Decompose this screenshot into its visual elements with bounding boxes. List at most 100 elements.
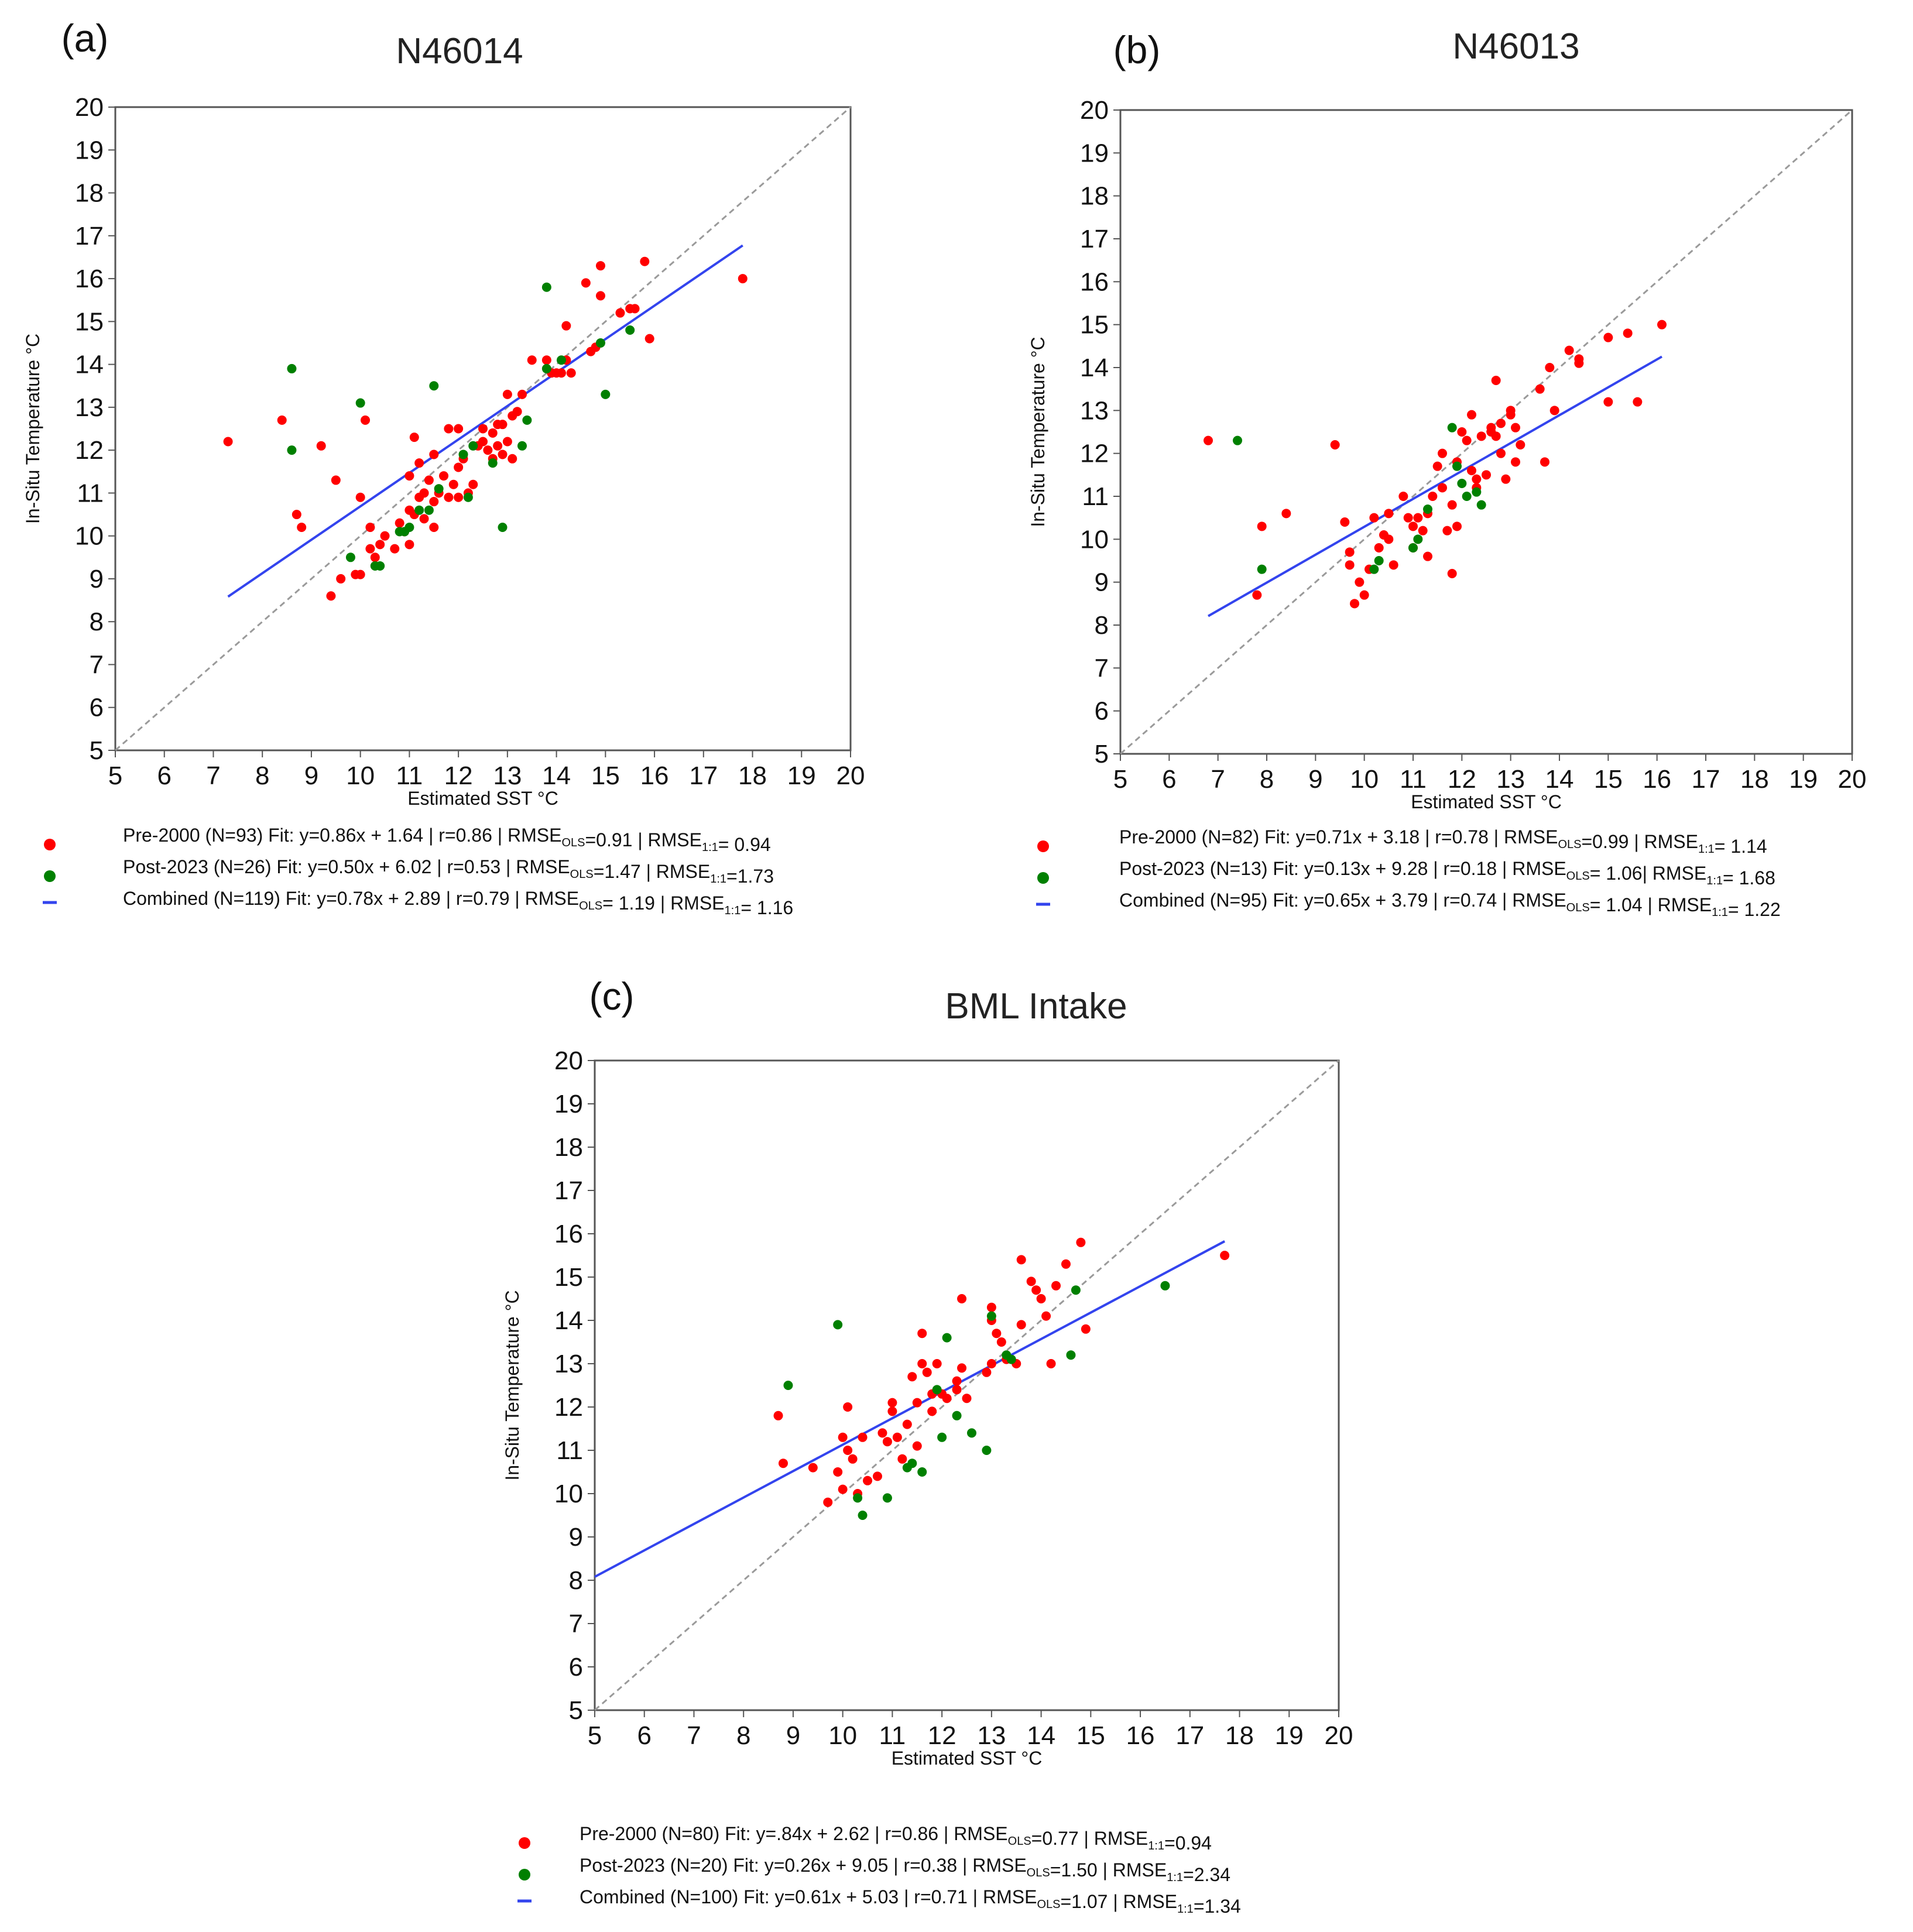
data-point xyxy=(1603,397,1613,407)
x-tick-label: 18 xyxy=(738,761,767,790)
data-point xyxy=(897,1454,907,1464)
data-point xyxy=(996,1337,1006,1347)
data-point xyxy=(858,1511,868,1520)
legend-end: = 1.68 xyxy=(1723,867,1775,888)
x-tick-label: 9 xyxy=(786,1721,800,1750)
y-tick-label: 14 xyxy=(75,351,104,379)
legend-mid: =0.77 | RMSE xyxy=(1031,1828,1149,1849)
data-point xyxy=(986,1302,996,1312)
y-tick-label: 19 xyxy=(554,1090,583,1118)
data-point xyxy=(498,523,508,533)
data-point xyxy=(1233,435,1242,445)
x-tick-label: 16 xyxy=(1643,765,1671,794)
legend-sub2: 1:1 xyxy=(1148,1840,1164,1852)
data-point xyxy=(1257,564,1267,574)
y-tick-label: 12 xyxy=(1080,440,1109,468)
data-point xyxy=(595,291,605,301)
data-point xyxy=(345,553,355,562)
data-point xyxy=(912,1441,922,1451)
legend-marker xyxy=(44,839,56,850)
x-tick-label: 12 xyxy=(928,1721,956,1750)
legend-end: = 1.14 xyxy=(1715,836,1767,857)
data-point xyxy=(292,510,301,520)
legend-entry: Post-2023 (N=20) Fit: y=0.26x + 9.05 | r… xyxy=(580,1855,1230,1885)
data-point xyxy=(952,1411,962,1420)
y-tick-label: 17 xyxy=(554,1176,583,1205)
data-point xyxy=(502,437,512,447)
data-point xyxy=(517,389,527,399)
data-point xyxy=(488,458,498,468)
data-point xyxy=(1384,509,1394,519)
legend-sub1: OLS xyxy=(1037,1898,1060,1911)
y-tick-label: 9 xyxy=(569,1523,583,1552)
data-point xyxy=(1374,556,1384,565)
data-point xyxy=(502,389,512,399)
data-point xyxy=(287,445,297,455)
y-tick-label: 15 xyxy=(75,307,104,336)
data-point xyxy=(907,1459,917,1468)
legend-label: Combined (N=95) Fit: y=0.65x + 3.79 | r=… xyxy=(1119,890,1566,911)
data-point xyxy=(808,1463,818,1473)
data-point xyxy=(1041,1311,1051,1321)
data-point xyxy=(1496,418,1506,428)
data-point xyxy=(595,338,605,348)
data-point xyxy=(823,1497,833,1507)
y-tick-label: 13 xyxy=(1080,396,1109,425)
data-point xyxy=(877,1428,887,1438)
x-tick-label: 14 xyxy=(1027,1721,1055,1750)
data-point xyxy=(488,428,498,438)
data-point xyxy=(644,334,654,344)
legend-label: Pre-2000 (N=80) Fit: y=.84x + 2.62 | r=0… xyxy=(580,1823,1008,1844)
combined-fit-line xyxy=(227,244,743,598)
data-point xyxy=(952,1385,962,1395)
data-point xyxy=(1535,384,1545,394)
legend-end: = 0.94 xyxy=(718,834,771,855)
data-point xyxy=(738,274,748,284)
x-tick-label: 7 xyxy=(206,761,220,790)
data-point xyxy=(848,1454,858,1464)
y-tick-label: 15 xyxy=(1080,311,1109,339)
legend-mid: = 1.04 | RMSE xyxy=(1590,894,1712,915)
data-point xyxy=(1516,440,1525,449)
data-point xyxy=(1462,435,1472,445)
y-tick-label: 10 xyxy=(554,1480,583,1508)
legend-marker xyxy=(44,870,56,882)
data-point xyxy=(778,1459,788,1468)
data-point xyxy=(1623,328,1633,338)
legend-marker xyxy=(1037,872,1049,884)
legend-end: = 1.16 xyxy=(740,897,793,918)
data-point xyxy=(1359,590,1369,600)
x-tick-label: 17 xyxy=(689,761,718,790)
data-point xyxy=(1076,1237,1086,1247)
legend-sub2: 1:1 xyxy=(702,841,718,854)
y-tick-label: 14 xyxy=(554,1306,583,1335)
x-tick-label: 14 xyxy=(1545,765,1574,794)
legend-mid: =1.50 | RMSE xyxy=(1050,1859,1167,1880)
y-tick-label: 13 xyxy=(75,393,104,422)
y-tick-label: 16 xyxy=(554,1220,583,1248)
data-point xyxy=(882,1437,892,1447)
chart-title: N46013 xyxy=(1452,26,1579,67)
one-to-one-line xyxy=(1120,109,1853,755)
data-point xyxy=(1418,526,1428,536)
y-tick-label: 12 xyxy=(554,1393,583,1422)
y-tick-label: 17 xyxy=(1080,225,1109,253)
panel-letter: (c) xyxy=(589,974,635,1018)
data-point xyxy=(942,1394,952,1403)
x-axis-label: Estimated SST °C xyxy=(407,788,558,809)
legend-sub2: 1:1 xyxy=(1698,843,1715,856)
data-point xyxy=(1340,517,1350,527)
y-tick-label: 8 xyxy=(90,608,104,636)
data-point xyxy=(992,1329,1002,1339)
legend-entry: Combined (N=100) Fit: y=0.61x + 5.03 | r… xyxy=(580,1886,1241,1917)
legend-sub2: 1:1 xyxy=(1177,1903,1194,1916)
x-tick-label: 13 xyxy=(1496,765,1525,794)
y-tick-label: 18 xyxy=(75,179,104,208)
data-point xyxy=(429,381,439,391)
y-tick-label: 7 xyxy=(569,1610,583,1638)
series-post-2023 xyxy=(1233,423,1486,574)
x-tick-label: 12 xyxy=(444,761,473,790)
y-tick-label: 7 xyxy=(90,650,104,679)
data-point xyxy=(838,1484,848,1494)
data-point xyxy=(541,282,551,292)
